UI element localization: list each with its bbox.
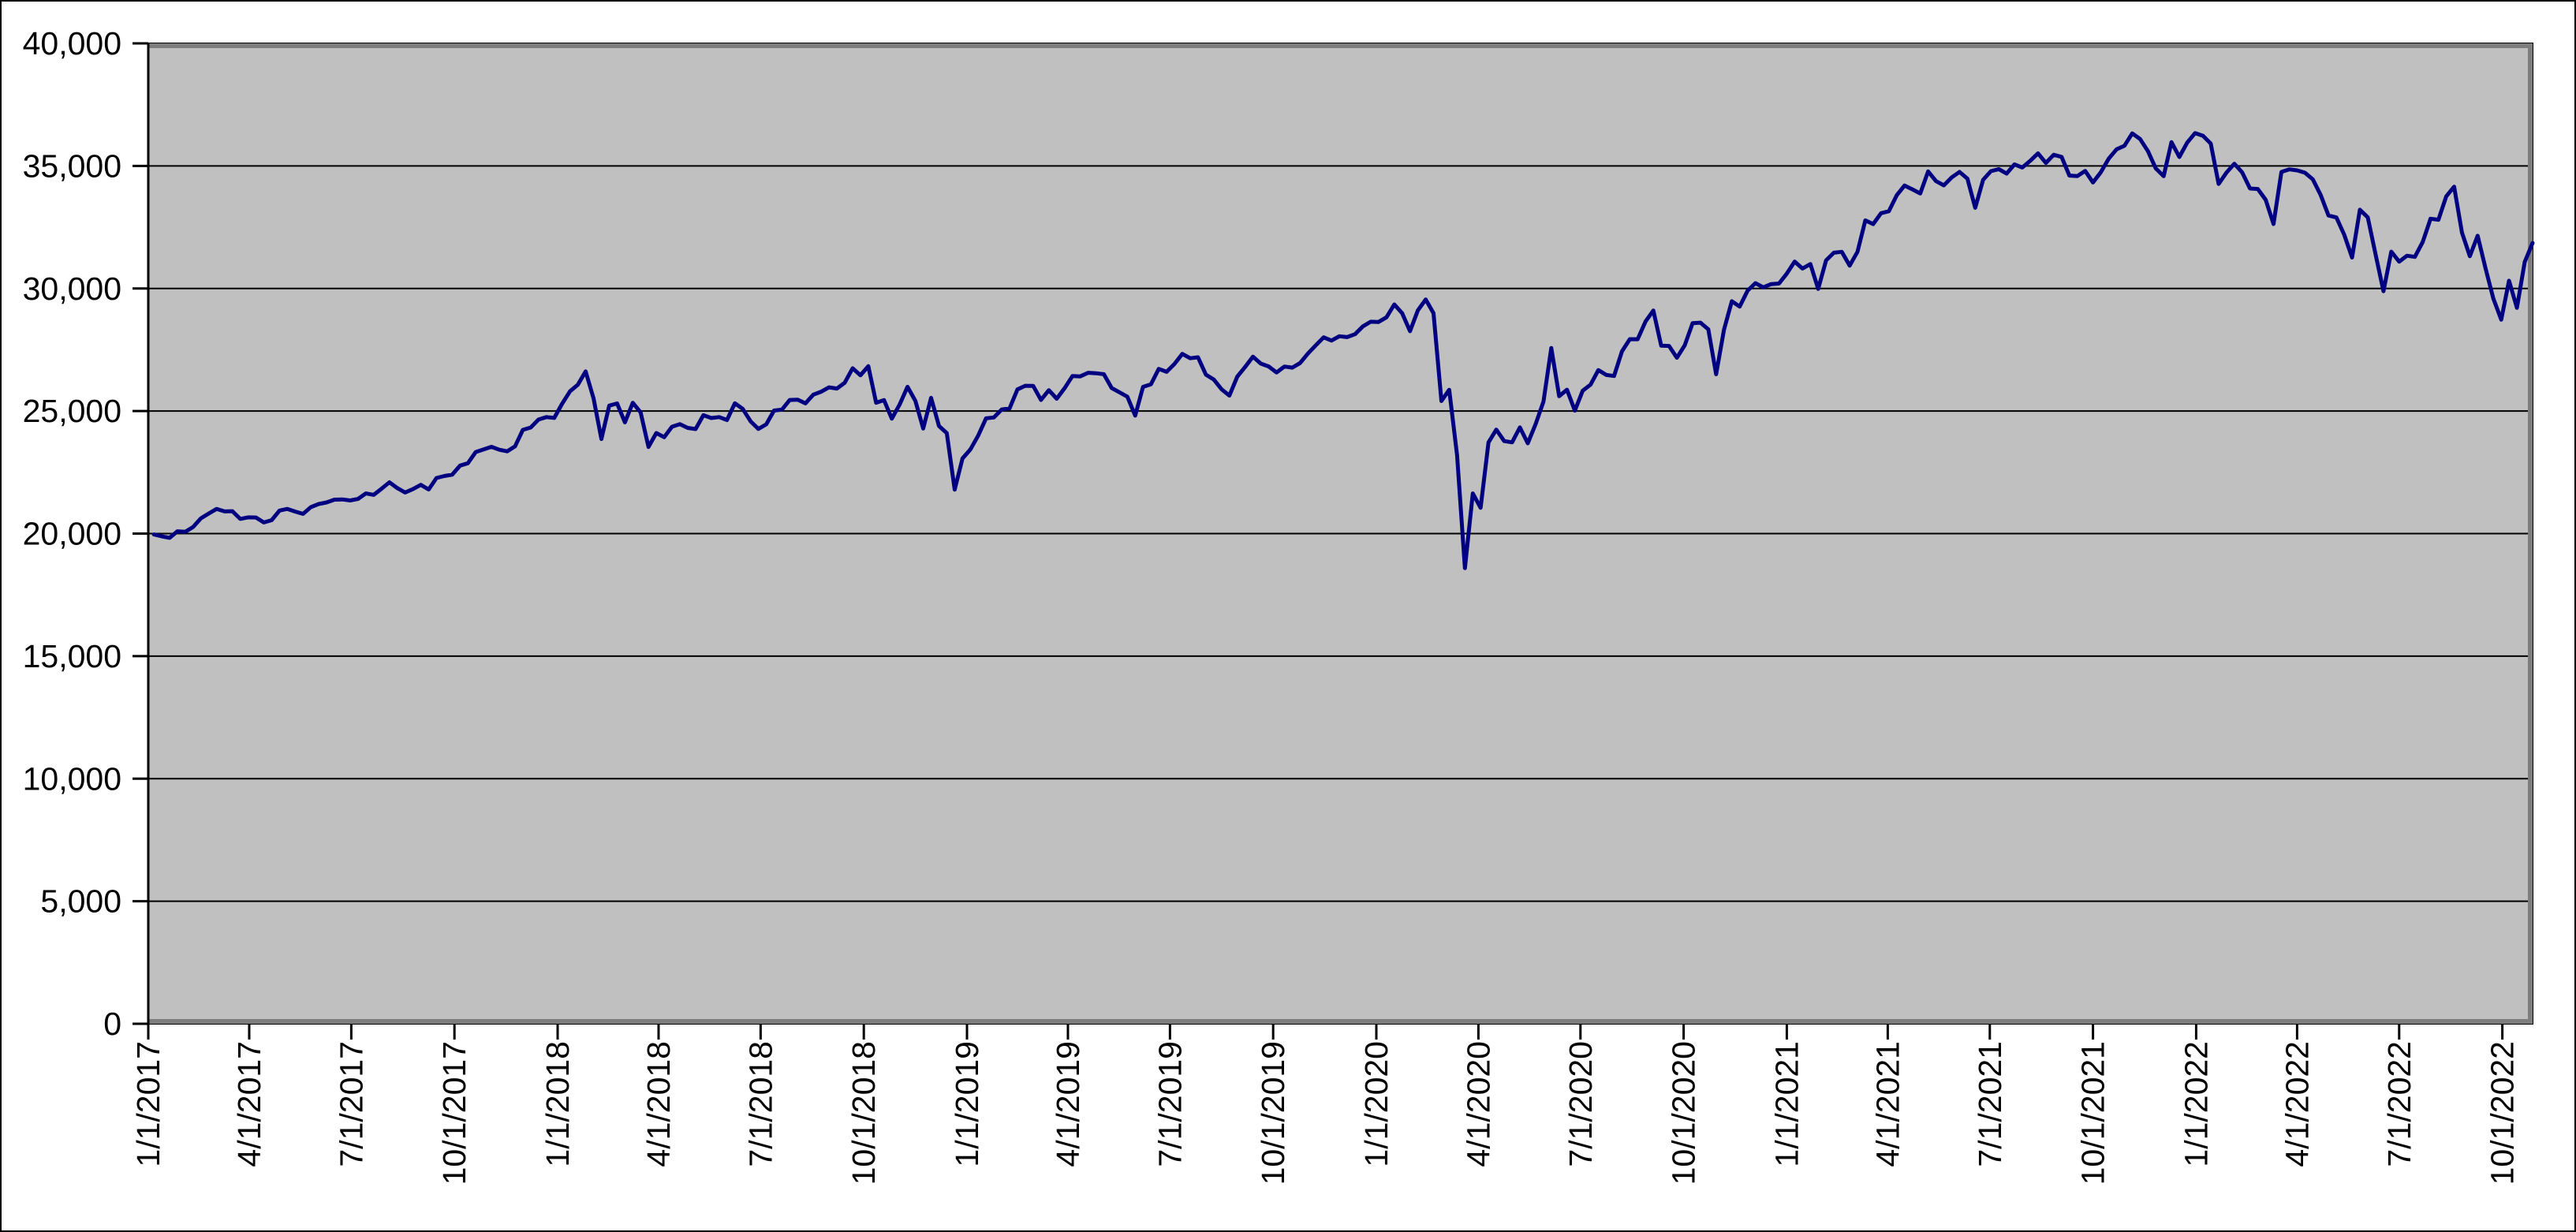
x-tick-label: 10/1/2018 [846,1041,882,1185]
x-tick-label: 7/1/2019 [1152,1041,1188,1167]
y-tick-label: 5,000 [40,883,121,920]
x-tick-label: 1/1/2022 [2178,1041,2214,1167]
x-tick-label: 1/1/2020 [1358,1041,1394,1167]
x-tick-label: 10/1/2017 [436,1041,472,1185]
x-tick-label: 7/1/2017 [333,1041,369,1167]
x-tick-label: 10/1/2021 [2075,1041,2111,1185]
y-tick-label: 40,000 [23,25,121,62]
x-tick-label: 7/1/2022 [2381,1041,2417,1167]
x-tick-label: 7/1/2020 [1562,1041,1599,1167]
y-tick-label: 15,000 [23,638,121,674]
x-tick-label: 10/1/2019 [1255,1041,1291,1185]
x-tick-label: 4/1/2020 [1460,1041,1496,1167]
x-tick-label: 4/1/2022 [2279,1041,2315,1167]
x-tick-label: 10/1/2020 [1666,1041,1702,1185]
x-tick-label: 10/1/2022 [2485,1041,2521,1185]
y-tick-label: 25,000 [23,393,121,429]
y-tick-label: 20,000 [23,516,121,552]
x-tick-label: 1/1/2019 [949,1041,985,1167]
x-tick-label: 4/1/2019 [1050,1041,1086,1167]
x-tick-label: 7/1/2021 [1972,1041,2008,1167]
y-tick-label: 30,000 [23,271,121,307]
y-tick-label: 35,000 [23,147,121,184]
y-tick-label: 0 [103,1006,121,1042]
x-tick-label: 7/1/2018 [742,1041,778,1167]
series-line [151,131,2535,570]
x-tick-label: 4/1/2017 [231,1041,267,1167]
x-tick-label: 1/1/2018 [539,1041,576,1167]
x-tick-label: 1/1/2017 [130,1041,166,1167]
x-tick-label: 4/1/2021 [1869,1041,1906,1167]
x-tick-label: 1/1/2021 [1768,1041,1805,1167]
x-tick-label: 4/1/2018 [640,1041,677,1167]
y-tick-label: 10,000 [23,760,121,797]
